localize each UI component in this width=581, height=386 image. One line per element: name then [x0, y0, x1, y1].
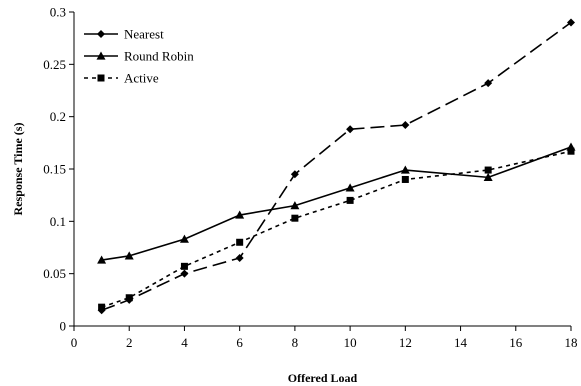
data-point-round-robin: [400, 165, 410, 174]
y-tick-label: 0.05: [43, 266, 66, 281]
legend-label-active: Active: [124, 71, 159, 86]
data-point-nearest: [346, 125, 355, 134]
series-line-nearest: [101, 21, 572, 312]
series-layer: [97, 18, 576, 315]
data-point-active: [291, 214, 299, 222]
x-tick-label: 12: [399, 335, 412, 350]
data-point-round-robin: [483, 172, 493, 181]
data-point-active: [401, 175, 409, 183]
data-point-round-robin: [124, 251, 134, 260]
x-tick-label: 10: [344, 335, 357, 350]
data-point-round-robin: [179, 234, 189, 243]
legend-label-nearest: Nearest: [124, 27, 164, 42]
legend-item-round-robin: Round Robin: [84, 49, 194, 64]
series-active: [98, 147, 575, 311]
data-point-round-robin: [235, 210, 245, 219]
y-tick-label: 0.1: [50, 214, 66, 229]
legend-marker-nearest: [97, 30, 105, 38]
x-tick-label: 18: [565, 335, 578, 350]
data-point-active: [180, 262, 188, 270]
data-point-active: [567, 147, 575, 155]
y-axis-ticks: 0 0.05 0.1 0.15 0.2 0.25 0.3: [43, 5, 74, 334]
legend-item-nearest: Nearest: [84, 27, 164, 42]
data-point-active: [236, 238, 244, 246]
x-tick-label: 6: [236, 335, 243, 350]
x-tick-label: 16: [509, 335, 523, 350]
y-tick-label: 0: [60, 319, 67, 334]
legend-label-round-robin: Round Robin: [124, 49, 194, 64]
data-point-nearest: [235, 253, 244, 262]
data-point-round-robin: [290, 201, 300, 210]
series-line-round-robin: [101, 146, 572, 261]
x-tick-label: 0: [71, 335, 78, 350]
data-point-nearest: [401, 121, 410, 130]
series-line-active: [101, 150, 572, 308]
data-point-active: [346, 196, 354, 204]
x-tick-label: 4: [181, 335, 188, 350]
data-point-round-robin: [345, 183, 355, 192]
y-tick-label: 0.2: [50, 109, 66, 124]
legend: Nearest Round Robin Active: [84, 27, 194, 86]
y-tick-label: 0.3: [50, 5, 66, 20]
x-tick-label: 8: [292, 335, 299, 350]
data-point-nearest: [567, 18, 575, 27]
legend-marker-active: [97, 74, 105, 82]
x-axis-ticks: 0 2 4 6 8 10 12 14 16 18: [71, 326, 578, 350]
x-tick-label: 2: [126, 335, 133, 350]
legend-marker-round-robin: [96, 51, 106, 60]
data-point-round-robin: [97, 255, 107, 264]
data-point-active: [125, 294, 133, 302]
data-point-active: [98, 303, 106, 311]
y-tick-label: 0.25: [43, 57, 66, 72]
series-round-robin: [97, 142, 576, 264]
data-point-nearest: [484, 79, 493, 88]
y-axis-title: Response Time (s): [11, 123, 25, 216]
data-point-nearest: [180, 269, 189, 278]
data-point-active: [484, 166, 492, 174]
legend-item-active: Active: [84, 71, 159, 86]
x-tick-label: 14: [454, 335, 468, 350]
data-point-nearest: [290, 170, 299, 179]
y-tick-label: 0.15: [43, 162, 66, 177]
x-axis-title: Offered Load: [288, 371, 358, 385]
